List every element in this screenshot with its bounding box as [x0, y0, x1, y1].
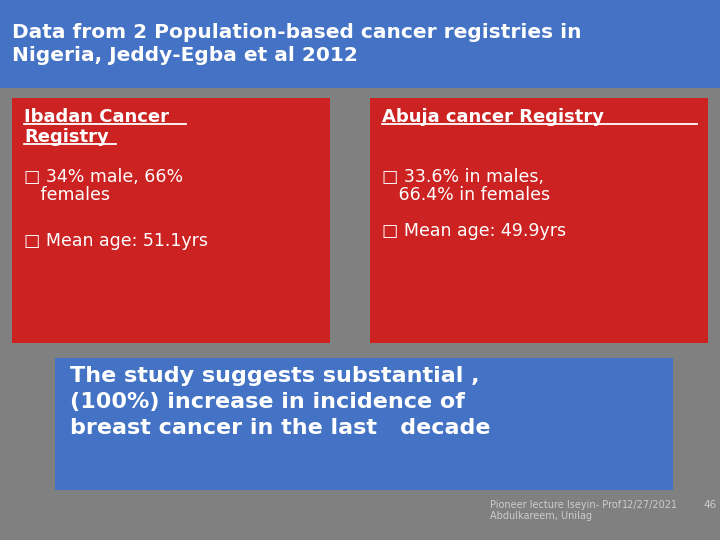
Text: Registry: Registry	[24, 128, 109, 146]
FancyBboxPatch shape	[55, 358, 673, 490]
Text: Pioneer lecture Iseyin- Prof: Pioneer lecture Iseyin- Prof	[490, 500, 621, 510]
Text: The study suggests substantial ,
(100%) increase in incidence of
breast cancer i: The study suggests substantial , (100%) …	[70, 366, 490, 438]
Text: □ Mean age: 49.9yrs: □ Mean age: 49.9yrs	[382, 222, 566, 240]
FancyBboxPatch shape	[370, 98, 708, 343]
Text: Ibadan Cancer: Ibadan Cancer	[24, 108, 169, 126]
Text: □ Mean age: 51.1yrs: □ Mean age: 51.1yrs	[24, 232, 208, 250]
Text: □ 34% male, 66%: □ 34% male, 66%	[24, 168, 183, 186]
Text: 12/27/2021: 12/27/2021	[622, 500, 678, 510]
Text: Abuja cancer Registry: Abuja cancer Registry	[382, 108, 604, 126]
Text: females: females	[24, 186, 110, 204]
FancyBboxPatch shape	[0, 0, 720, 88]
Text: □ 33.6% in males,: □ 33.6% in males,	[382, 168, 544, 186]
Text: 46: 46	[703, 500, 716, 510]
Text: Abdulkareem, Unilag: Abdulkareem, Unilag	[490, 511, 592, 521]
Text: Data from 2 Population-based cancer registries in
Nigeria, Jeddy-Egba et al 2012: Data from 2 Population-based cancer regi…	[12, 23, 582, 65]
FancyBboxPatch shape	[12, 98, 330, 343]
Text: 66.4% in females: 66.4% in females	[382, 186, 550, 204]
